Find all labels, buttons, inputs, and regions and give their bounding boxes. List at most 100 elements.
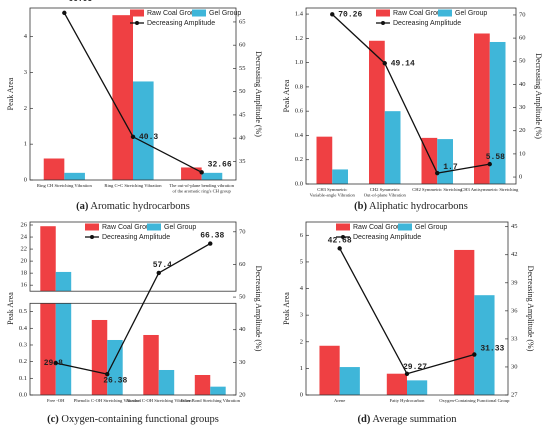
- y-tick-label: 2: [300, 338, 303, 345]
- y-tick-label: 1: [24, 141, 27, 148]
- plot-frame: [29, 302, 237, 396]
- y2-tick-label: 33: [511, 335, 518, 342]
- x-tick-label: Oxygen-Containing Functional Group: [439, 398, 510, 403]
- y2-tick-label: 45: [511, 223, 518, 230]
- legend-label: Decreasing Amplitude: [353, 234, 421, 241]
- amplitude-point: [130, 134, 136, 139]
- x-tick-label: Out-of-plane Vibration: [364, 193, 407, 198]
- y-axis-label: Peak Area: [6, 292, 15, 325]
- value-label: 26.38: [103, 376, 127, 385]
- y-tick-label: 1.0: [295, 59, 303, 66]
- amplitude-point: [337, 246, 342, 251]
- y-tick-label: 0.3: [19, 341, 27, 348]
- amplitude-point: [62, 10, 67, 16]
- bar: [407, 380, 428, 395]
- y-tick-label: 20: [21, 258, 28, 265]
- y2-tick-label: 39: [511, 279, 518, 286]
- bar: [40, 226, 56, 292]
- caption: (a) Aromatic hydrocarbons: [76, 201, 190, 212]
- caption-label: (d): [358, 414, 371, 425]
- y2-axis-label: Decreasing Amplitude (%): [254, 266, 263, 352]
- x-tick-label: Ring C=C Stretching Vibration: [104, 183, 162, 188]
- y2-tick-label: 65: [239, 18, 246, 25]
- x-tick-label: CH3 Symmetric: [317, 187, 347, 192]
- bar: [319, 345, 340, 395]
- y2-tick-label: 35: [239, 158, 246, 165]
- y2-tick-label: 60: [239, 261, 246, 268]
- bar: [107, 339, 123, 395]
- x-tick-label: Fatty Hydrocarbon: [390, 398, 426, 403]
- y-tick-label: 4: [300, 285, 304, 292]
- bar: [474, 295, 495, 395]
- bar: [437, 139, 453, 184]
- caption: (d) Average summation: [358, 414, 458, 425]
- caption-label: (c): [47, 414, 59, 425]
- y2-tick-label: 70: [519, 11, 526, 18]
- x-tick-label: CH2 Symmetric Stretching: [412, 187, 463, 192]
- caption-text: Oxygen-containing functional groups: [61, 414, 218, 425]
- y-tick-label: 24: [21, 234, 28, 241]
- amplitude-point: [435, 170, 440, 176]
- bar: [55, 271, 72, 292]
- y-tick-label: 0.0: [19, 391, 27, 398]
- bar: [201, 172, 223, 180]
- amplitude-point: [53, 360, 58, 366]
- y2-tick-label: 70: [239, 228, 246, 235]
- y-tick-label: 3: [300, 312, 303, 319]
- y2-tick-label: 10: [519, 150, 526, 157]
- value-label: 29.8: [44, 359, 63, 368]
- legend-label: Decreasing Amplitude: [147, 20, 215, 27]
- legend-dot: [381, 21, 385, 25]
- y2-tick-label: 20: [519, 127, 526, 134]
- plot-frame: [305, 7, 517, 185]
- value-label: 49.14: [391, 59, 415, 68]
- y2-tick-label: 30: [519, 104, 526, 111]
- value-label: 42.68: [328, 236, 352, 245]
- legend-label: Raw Coal Group: [353, 224, 405, 231]
- legend-label: Decreasing Amplitude: [393, 20, 461, 27]
- y-tick-label: 22: [21, 246, 28, 253]
- amplitude-line: [55, 243, 211, 375]
- y2-tick-label: 27: [511, 391, 518, 398]
- y-tick-label: 0.6: [295, 108, 304, 115]
- x-tick-label: Free -OH: [47, 398, 65, 403]
- legend-swatch: [130, 9, 144, 17]
- value-label: 70.26: [338, 10, 362, 19]
- caption-label: (a): [76, 201, 89, 212]
- y2-tick-label: 60: [519, 35, 526, 42]
- legend-swatch: [438, 9, 452, 17]
- y-tick-label: 3: [24, 69, 27, 76]
- y-tick-label: 1.4: [295, 11, 304, 18]
- x-tick-label: CH3 Antisymmetric Stretching: [461, 187, 519, 192]
- y2-tick-label: 50: [239, 88, 246, 95]
- y2-tick-label: 40: [239, 326, 246, 333]
- x-tick-label: CH2 Symmetric: [370, 187, 400, 192]
- bar: [64, 172, 85, 180]
- plot-frame: [305, 221, 509, 396]
- y2-tick-label: 45: [239, 111, 246, 118]
- y-tick-label: 1: [300, 365, 303, 372]
- bar: [91, 319, 108, 395]
- legend-dot: [90, 235, 94, 239]
- value-label: 57.4: [153, 261, 172, 270]
- amplitude-point: [472, 352, 477, 357]
- legend-label: Raw Coal Group: [393, 10, 445, 17]
- bar: [474, 33, 490, 184]
- y-tick-label: 26: [21, 221, 28, 228]
- legend-swatch: [85, 223, 99, 231]
- amplitude-point: [105, 371, 110, 377]
- y-tick-label: 0.2: [19, 358, 27, 365]
- caption: (c) Oxygen-containing functional groups: [47, 414, 219, 425]
- y2-tick-label: 36: [511, 307, 518, 314]
- bar: [112, 15, 133, 180]
- y-axis-label: Peak Area: [282, 79, 291, 112]
- x-tick-label: Ether Bond Stretching Vibration: [181, 398, 241, 403]
- value-label: 40.3: [139, 133, 158, 142]
- y-tick-label: 2: [24, 105, 27, 112]
- y-tick-label: 0.2: [295, 156, 303, 163]
- caption-text: Aliphatic hydrocarbons: [369, 201, 468, 212]
- bar: [316, 136, 333, 184]
- bar: [133, 81, 154, 180]
- y-axis-label: Peak Area: [6, 77, 15, 110]
- y-tick-label: 18: [21, 270, 28, 277]
